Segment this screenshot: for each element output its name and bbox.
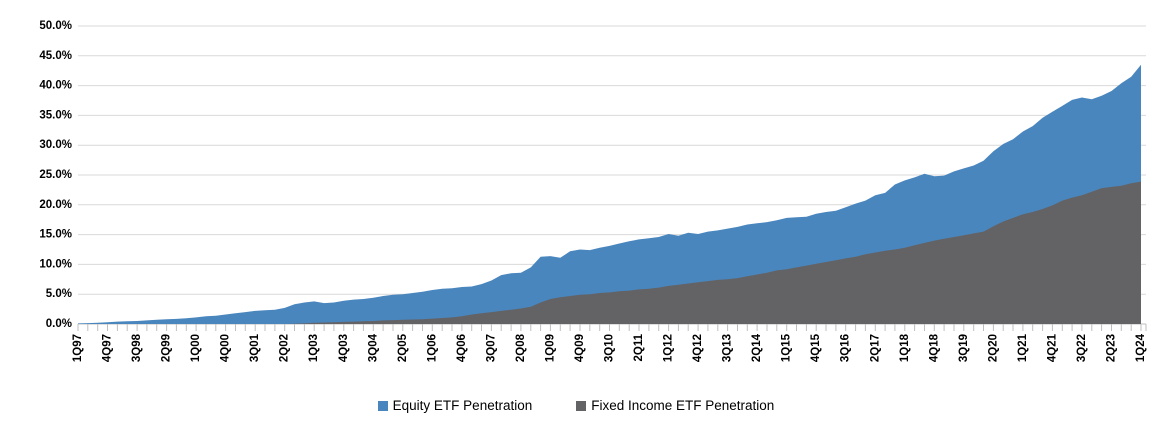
x-axis-tick-label: 1Q18 (899, 333, 911, 362)
y-axis-tick-label: 15.0% (39, 229, 72, 241)
x-axis-tick-label: 2Q20 (987, 334, 999, 362)
x-axis-tick-label: 3Q98 (131, 333, 143, 362)
x-axis-tick-label: 1Q15 (781, 333, 793, 362)
y-axis-tick-label: 25.0% (39, 169, 72, 181)
x-axis-tick-label: 4Q18 (928, 333, 940, 362)
x-axis-tick-label: 4Q03 (338, 334, 350, 362)
area-series-fixed-income (78, 181, 1141, 324)
y-axis-tick-label: 35.0% (39, 109, 72, 121)
x-axis-tick-label: 3Q07 (485, 334, 497, 362)
x-axis-tick-label: 3Q13 (722, 334, 734, 362)
y-axis-tick-label: 0.0% (46, 318, 72, 330)
x-axis-tick-label: 3Q22 (1076, 334, 1088, 362)
y-axis-tick-label: 50.0% (39, 20, 72, 32)
equity-legend-label: Equity ETF Penetration (392, 398, 533, 413)
x-axis-tick-label: 4Q00 (220, 334, 232, 362)
x-axis-tick-label: 1Q12 (663, 334, 675, 362)
x-axis-tick-label: 1Q97 (72, 334, 84, 362)
x-axis-tick-label: 2Q23 (1106, 334, 1118, 362)
y-axis-tick-label: 30.0% (39, 139, 72, 151)
x-axis-tick-label: 3Q19 (958, 334, 970, 362)
x-axis-tick-label: 2Q02 (279, 334, 291, 362)
equity-legend-swatch (377, 400, 388, 411)
x-axis-tick-label: 4Q09 (574, 334, 586, 362)
x-axis-tick-label: 1Q00 (190, 334, 202, 362)
x-axis-tick-label: 2Q14 (751, 333, 763, 362)
x-axis-tick-label: 4Q21 (1046, 333, 1058, 362)
x-axis-tick-label: 2Q99 (161, 334, 173, 362)
x-axis-tick-label: 3Q04 (367, 333, 379, 362)
y-axis-tick-label: 45.0% (39, 50, 72, 62)
x-axis-tick-label: 2Q08 (515, 333, 527, 362)
y-axis-tick-label: 40.0% (39, 80, 72, 92)
x-axis-tick-label: 3Q16 (840, 334, 852, 362)
x-axis-tick-label: 4Q15 (810, 333, 822, 362)
legend-item-fixed-income: Fixed Income ETF Penetration (576, 398, 774, 413)
y-axis-tick-label: 5.0% (46, 288, 72, 300)
y-axis-tick-label: 20.0% (39, 199, 72, 211)
chart-legend: Equity ETF Penetration Fixed Income ETF … (0, 398, 1152, 413)
x-axis-tick-label: 2Q11 (633, 333, 645, 361)
x-axis-tick-label: 1Q09 (544, 334, 556, 362)
legend-item-equity: Equity ETF Penetration (377, 398, 533, 413)
x-axis-tick-label: 1Q21 (1017, 333, 1029, 362)
fixed-income-legend-swatch (576, 400, 587, 411)
x-axis-tick-label: 4Q97 (102, 334, 114, 362)
x-axis-tick-label: 1Q24 (1135, 333, 1147, 362)
x-axis-tick-label: 4Q06 (456, 334, 468, 362)
x-axis-tick-label: 1Q03 (308, 334, 320, 362)
x-axis-tick-label: 4Q12 (692, 334, 704, 362)
x-axis-tick-label: 3Q01 (249, 333, 261, 362)
x-axis-tick-label: 3Q10 (604, 334, 616, 362)
x-axis-tick-label: 1Q06 (426, 334, 438, 362)
x-axis-tick-label: 2Q05 (397, 333, 409, 362)
y-axis-tick-label: 10.0% (39, 258, 72, 270)
fixed-income-legend-label: Fixed Income ETF Penetration (591, 398, 775, 413)
chart-plot-area: 0.0% 5.0% 10.0% 15.0% 20.0% 25.0% 30.0% 35.0% 40… (39, 20, 1147, 362)
x-axis-tick-label: 2Q17 (869, 334, 881, 362)
